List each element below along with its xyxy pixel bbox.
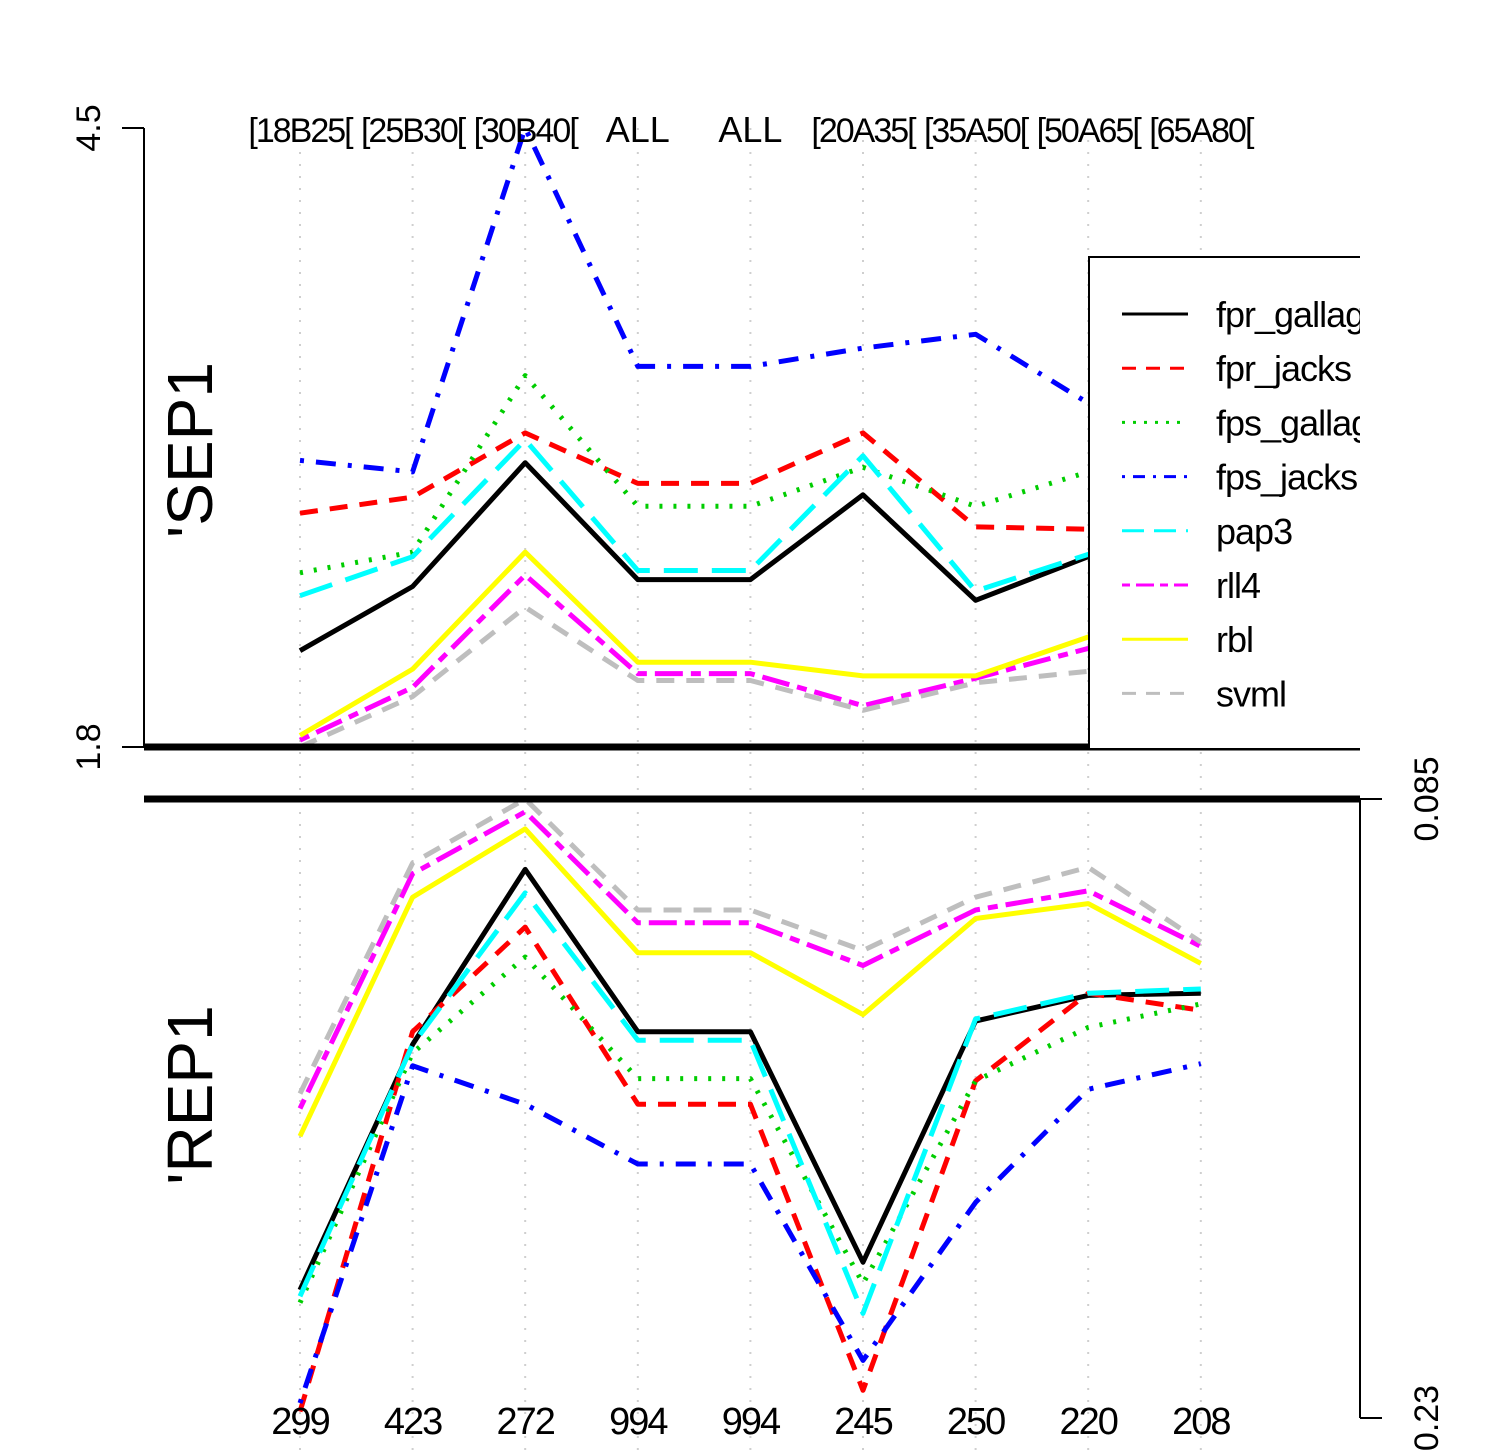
panel-1-series (297, 796, 1203, 1413)
x-tick-label-top: [50A65[ (1037, 112, 1143, 150)
x-tick-label-top: ALL (718, 109, 782, 150)
x-tick-label-top: [35A50[ (924, 112, 1030, 150)
legend-label: svml (1216, 673, 1286, 714)
series-line (299, 125, 1202, 475)
x-tick-label-top: [65A80[ (1149, 112, 1255, 150)
x-tick-label-top: [30B40[ (474, 112, 580, 150)
x-tick-label-top: [25B30[ (361, 112, 467, 150)
x-tick-label-bottom: 423 (384, 1401, 442, 1443)
axis-labels: 1.84.50.0850.23'SEP1'REP1[18B25[[25B30[[… (70, 104, 1446, 1451)
x-tick-label-bottom: 299 (271, 1401, 329, 1443)
series-line (297, 890, 1201, 1316)
x-tick-label-bottom: 250 (947, 1401, 1005, 1443)
series-line (298, 460, 1202, 653)
legend: fpr_gallag fpr_jacks fps_gallag fps_jackspa… (1088, 256, 1370, 750)
y-tick-label: 4.5 (70, 104, 108, 151)
x-tick-label-top: [20A35[ (811, 112, 917, 150)
x-tick-label-bottom: 994 (609, 1401, 668, 1443)
x-tick-label-bottom: 272 (496, 1401, 554, 1443)
y-tick-label: 0.085 (1408, 756, 1446, 841)
legend-label: fpr_jacks (1216, 348, 1351, 389)
legend-label: fpr_gallag (1216, 294, 1364, 335)
legend-label: fps_gallag (1216, 402, 1370, 443)
series-line (298, 572, 1202, 743)
panel-label: 'REP1 (154, 1005, 226, 1184)
series-line (299, 430, 1202, 532)
series-lines (297, 125, 1203, 1413)
x-tick-label-bottom: 245 (834, 1401, 892, 1443)
series-line (298, 604, 1202, 750)
y-tick-label: 0.23 (1408, 1385, 1446, 1451)
series-line (299, 373, 1202, 576)
y-tick-label: 1.8 (70, 723, 108, 770)
x-tick-label-top: [18B25[ (248, 112, 354, 150)
legend-label: rbl (1216, 619, 1253, 660)
series-line (298, 549, 1202, 738)
series-line (299, 437, 1202, 599)
series-line (297, 924, 1202, 1413)
vertical-gridlines (299, 128, 1202, 1454)
legend-label: rll4 (1216, 565, 1260, 606)
legend-label: pap3 (1216, 511, 1292, 552)
series-line (297, 826, 1202, 1138)
series-line (297, 809, 1202, 1110)
x-tick-label-bottom: 208 (1172, 1401, 1230, 1443)
x-tick-label-top: ALL (606, 109, 670, 150)
panel-0-series (298, 125, 1202, 750)
legend-frame (1088, 256, 1360, 750)
series-line (297, 954, 1202, 1304)
legend-label: fps_jacks (1216, 457, 1357, 498)
panel-label: 'SEP1 (154, 362, 226, 538)
x-tick-label-bottom: 994 (722, 1401, 781, 1443)
x-tick-label-bottom: 220 (1059, 1401, 1117, 1443)
legend-box: fpr_gallag fpr_jacks fps_gallag fps_jackspa… (1088, 256, 1370, 750)
